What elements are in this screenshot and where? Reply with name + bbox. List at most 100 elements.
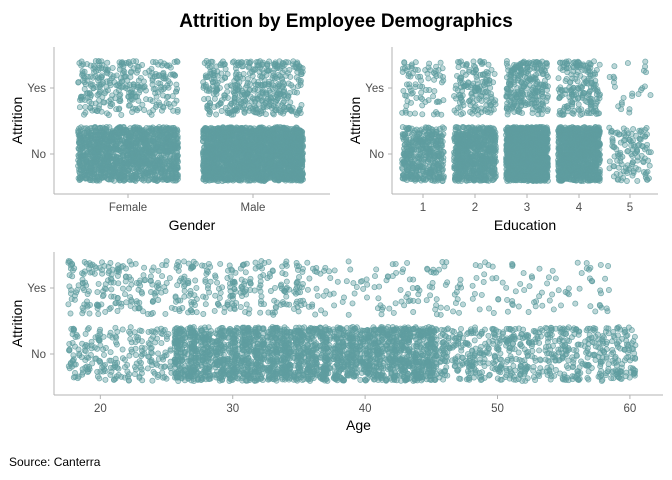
data-point [75, 79, 82, 86]
data-point [97, 87, 104, 94]
data-point [264, 167, 271, 174]
data-point [221, 61, 228, 68]
data-point [281, 86, 288, 93]
data-point [166, 133, 173, 140]
data-point [237, 74, 243, 81]
data-point [202, 83, 209, 90]
data-point [212, 150, 219, 157]
data-point [251, 78, 258, 85]
data-point [164, 125, 171, 132]
data-point [149, 124, 156, 131]
data-point [215, 125, 222, 132]
data-point [109, 64, 116, 71]
data-point [261, 147, 268, 154]
data-point [260, 69, 267, 76]
data-point [231, 142, 238, 149]
data-point [132, 105, 139, 112]
data-point [123, 140, 130, 147]
data-point [147, 96, 154, 103]
data-point [412, 110, 418, 117]
data-point [241, 126, 248, 133]
data-point [439, 166, 446, 173]
data-point [281, 104, 287, 111]
data-point [433, 73, 440, 79]
data-point [283, 172, 290, 179]
data-point [81, 172, 88, 179]
data-point [289, 104, 296, 111]
data-point [204, 103, 211, 110]
data-point [169, 162, 175, 169]
data-point [91, 139, 97, 146]
data-point [213, 63, 220, 70]
data-point [240, 139, 247, 146]
data-point [419, 111, 426, 118]
data-point [420, 128, 427, 135]
data-point [401, 59, 408, 66]
data-point [412, 59, 419, 66]
data-point [141, 147, 148, 153]
data-point [82, 103, 89, 110]
data-point [436, 153, 443, 160]
x-tick-label: Male [241, 202, 266, 214]
data-point [407, 87, 414, 94]
data-point [425, 75, 432, 82]
data-point [408, 63, 415, 70]
data-point [250, 66, 257, 73]
data-point [171, 127, 178, 134]
data-point [411, 146, 418, 153]
data-point [205, 143, 212, 150]
data-point [76, 104, 83, 111]
data-point [208, 58, 215, 65]
data-point [428, 134, 435, 141]
data-point [236, 92, 243, 99]
data-point [252, 173, 259, 180]
data-point [227, 174, 234, 181]
data-point [438, 79, 445, 86]
data-point [274, 139, 281, 146]
data-point [142, 87, 149, 94]
data-point [259, 82, 266, 89]
data-point [256, 144, 263, 151]
data-point [253, 167, 260, 174]
data-point [409, 174, 416, 181]
data-point [243, 82, 250, 89]
data-point [247, 177, 254, 184]
data-point [133, 148, 140, 155]
data-point [287, 153, 294, 160]
data-point [245, 141, 252, 148]
data-point [417, 83, 424, 90]
data-point [264, 95, 271, 102]
data-point [92, 58, 99, 65]
data-point [275, 131, 282, 138]
data-point [272, 59, 279, 66]
data-point [271, 158, 278, 165]
data-point [228, 124, 235, 131]
data-point [399, 160, 406, 167]
data-point [142, 69, 149, 76]
data-point [279, 76, 286, 83]
data-point [274, 168, 281, 175]
data-point [224, 128, 231, 135]
data-point [84, 61, 90, 68]
data-point [295, 134, 302, 141]
data-point [253, 59, 260, 66]
data-point [163, 94, 170, 101]
data-point [96, 65, 103, 72]
data-point [249, 72, 256, 79]
data-point [403, 102, 410, 109]
data-point [115, 131, 122, 138]
data-point [125, 146, 132, 153]
data-point [431, 152, 438, 159]
data-point [213, 111, 220, 118]
data-point [129, 157, 136, 164]
data-point [109, 101, 116, 108]
data-point [81, 144, 88, 151]
data-point [92, 100, 99, 107]
data-point [124, 83, 130, 89]
data-point [144, 138, 151, 145]
data-point [266, 137, 273, 144]
data-point [76, 168, 83, 175]
data-point [299, 128, 306, 135]
data-point [400, 87, 407, 94]
data-point [401, 145, 408, 152]
